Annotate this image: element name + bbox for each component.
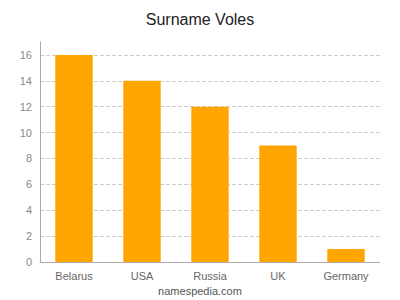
svg-text:0: 0: [26, 256, 32, 268]
svg-text:Germany: Germany: [323, 270, 369, 282]
svg-text:12: 12: [20, 101, 32, 113]
svg-text:Belarus: Belarus: [55, 270, 93, 282]
svg-text:Surname Voles: Surname Voles: [146, 11, 255, 28]
svg-text:UK: UK: [270, 270, 286, 282]
svg-text:8: 8: [26, 152, 32, 164]
svg-text:16: 16: [20, 49, 32, 61]
svg-text:4: 4: [26, 204, 32, 216]
svg-text:namespedia.com: namespedia.com: [158, 285, 242, 297]
svg-text:14: 14: [20, 75, 32, 87]
svg-text:Russia: Russia: [193, 270, 228, 282]
svg-text:6: 6: [26, 178, 32, 190]
svg-text:2: 2: [26, 230, 32, 242]
svg-text:USA: USA: [131, 270, 154, 282]
svg-text:10: 10: [20, 127, 32, 139]
